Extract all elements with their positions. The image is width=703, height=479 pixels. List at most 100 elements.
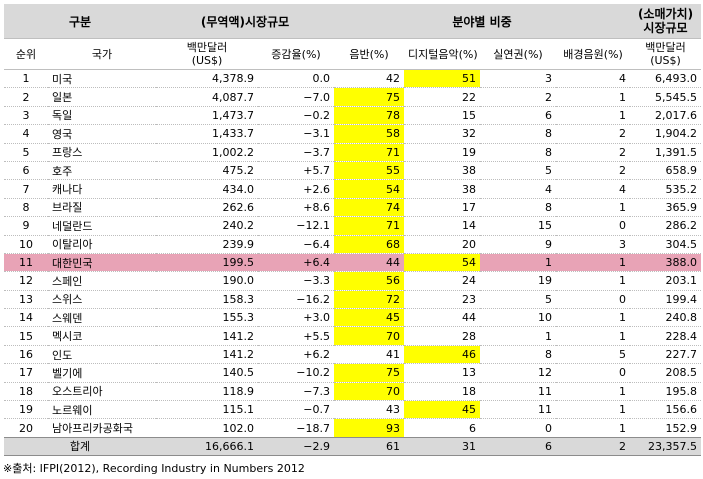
- cell-retail: 304.5: [630, 235, 702, 254]
- cell-change: 0.0: [258, 69, 334, 89]
- cell-rank: 5: [4, 143, 48, 162]
- cell-physical: 58: [334, 124, 404, 144]
- cell-performance: 3: [480, 69, 556, 89]
- cell-change: +6.4: [258, 253, 334, 273]
- cell-sync: 1: [556, 418, 631, 438]
- cell-rank: 19: [4, 400, 48, 420]
- cell-rank: 18: [4, 382, 48, 402]
- cell-sync: 1: [556, 198, 631, 218]
- cell-change: −3.1: [258, 124, 334, 144]
- table-row-korea: 11 대한민국 199.5 +6.4 44 54 1 1 388.0: [4, 253, 702, 273]
- cell-performance: 6: [480, 106, 556, 126]
- cell-digital: 54: [404, 253, 480, 273]
- cell-sync: 3: [556, 235, 631, 254]
- table-row: 7 캐나다 434.0 +2.6 54 38 4 4 535.2: [4, 179, 702, 199]
- cell-digital: 20: [404, 235, 480, 254]
- cell-retail: 1,391.5: [630, 143, 702, 162]
- cell-retail: 203.1: [630, 271, 702, 291]
- cell-retail: 152.9: [630, 418, 702, 438]
- source-note: ※출처: IFPI(2012), Recording Industry in N…: [3, 462, 305, 475]
- cell-performance: 8: [480, 143, 556, 162]
- cell-country: 호주: [48, 161, 156, 181]
- cell-country: 오스트리아: [48, 382, 156, 402]
- header-row-1: 구분 (무역액)시장규모 분야별 비중 (소매가치) 시장규모: [4, 4, 702, 39]
- cell-digital: 19: [404, 143, 480, 162]
- cell-sync: 2: [556, 161, 631, 181]
- cell-size: 1,002.2: [156, 143, 258, 162]
- cell-digital: 14: [404, 216, 480, 236]
- music-market-table: 구분 (무역액)시장규모 분야별 비중 (소매가치) 시장규모 순위 국가 백만…: [4, 4, 702, 456]
- table-row: 2 일본 4,087.7 −7.0 75 22 2 1 5,545.5: [4, 87, 702, 107]
- total-change: −2.9: [258, 436, 334, 456]
- cell-rank: 9: [4, 216, 48, 236]
- table-row: 8 브라질 262.6 +8.6 74 17 8 1 365.9: [4, 198, 702, 218]
- cell-performance: 1: [480, 253, 556, 273]
- cell-retail: 5,545.5: [630, 87, 702, 107]
- cell-physical: 74: [334, 198, 404, 218]
- header-country: 국가: [48, 38, 156, 70]
- cell-digital: 6: [404, 418, 480, 438]
- cell-performance: 0: [480, 418, 556, 438]
- cell-physical: 71: [334, 216, 404, 236]
- cell-sync: 1: [556, 400, 631, 420]
- table-row: 4 영국 1,433.7 −3.1 58 32 8 2 1,904.2: [4, 124, 702, 144]
- cell-country: 남아프리카공화국: [48, 418, 156, 438]
- cell-performance: 1: [480, 326, 556, 346]
- cell-size: 240.2: [156, 216, 258, 236]
- table-row: 14 스웨덴 155.3 +3.0 45 44 10 1 240.8: [4, 308, 702, 328]
- cell-country: 영국: [48, 124, 156, 144]
- cell-change: −18.7: [258, 418, 334, 438]
- cell-performance: 5: [480, 290, 556, 310]
- table-row: 5 프랑스 1,002.2 −3.7 71 19 8 2 1,391.5: [4, 143, 702, 162]
- cell-sync: 1: [556, 106, 631, 126]
- cell-rank: 15: [4, 326, 48, 346]
- cell-sync: 2: [556, 143, 631, 162]
- cell-physical: 70: [334, 382, 404, 402]
- cell-sync: 0: [556, 216, 631, 236]
- cell-country: 캐나다: [48, 179, 156, 199]
- header-sync: 배경음원(%): [556, 38, 631, 70]
- cell-physical: 43: [334, 400, 404, 420]
- cell-rank: 2: [4, 87, 48, 107]
- total-label: 합계: [4, 436, 156, 456]
- header-market-size: (무역액)시장규모: [156, 4, 334, 39]
- cell-sync: 1: [556, 87, 631, 107]
- cell-physical: 93: [334, 418, 404, 438]
- cell-change: −16.2: [258, 290, 334, 310]
- cell-physical: 55: [334, 161, 404, 181]
- cell-size: 1,433.7: [156, 124, 258, 144]
- cell-country: 대한민국: [48, 253, 156, 273]
- cell-digital: 17: [404, 198, 480, 218]
- cell-change: −0.2: [258, 106, 334, 126]
- cell-retail: 227.7: [630, 345, 702, 365]
- cell-performance: 10: [480, 308, 556, 328]
- cell-physical: 44: [334, 253, 404, 273]
- cell-retail: 195.8: [630, 382, 702, 402]
- cell-retail: 240.8: [630, 308, 702, 328]
- table-row: 16 인도 141.2 +6.2 41 46 8 5 227.7: [4, 345, 702, 365]
- table-row: 19 노르웨이 115.1 −0.7 43 45 11 1 156.6: [4, 400, 702, 420]
- cell-size: 239.9: [156, 235, 258, 254]
- cell-physical: 72: [334, 290, 404, 310]
- cell-change: −7.3: [258, 382, 334, 402]
- cell-change: −10.2: [258, 363, 334, 383]
- cell-digital: 46: [404, 345, 480, 365]
- cell-change: +5.5: [258, 326, 334, 346]
- cell-sync: 0: [556, 290, 631, 310]
- cell-size: 102.0: [156, 418, 258, 438]
- header-size-unit-line2: (US$): [191, 54, 223, 67]
- cell-size: 4,378.9: [156, 69, 258, 89]
- cell-country: 스위스: [48, 290, 156, 310]
- cell-retail: 1,904.2: [630, 124, 702, 144]
- cell-change: +3.0: [258, 308, 334, 328]
- total-sync: 2: [556, 436, 631, 456]
- cell-change: +2.6: [258, 179, 334, 199]
- cell-rank: 10: [4, 235, 48, 254]
- cell-country: 미국: [48, 69, 156, 89]
- cell-digital: 18: [404, 382, 480, 402]
- header-change: 증감율(%): [258, 38, 334, 70]
- cell-rank: 17: [4, 363, 48, 383]
- cell-retail: 535.2: [630, 179, 702, 199]
- cell-physical: 45: [334, 308, 404, 328]
- cell-country: 일본: [48, 87, 156, 107]
